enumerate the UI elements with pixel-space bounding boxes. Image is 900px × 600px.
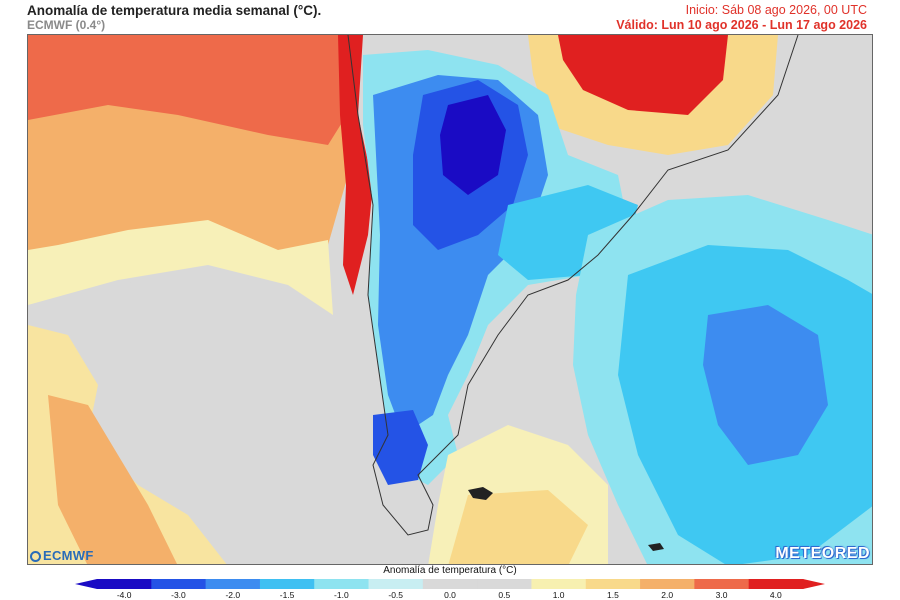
anomaly-map[interactable] <box>27 34 873 565</box>
scale-tick-label: 0.5 <box>498 590 511 600</box>
ecmwf-ring-icon <box>30 551 41 562</box>
scale-tick-label: 1.0 <box>552 590 565 600</box>
valid-period: Válido: Lun 10 ago 2026 - Lun 17 ago 202… <box>616 18 867 32</box>
legend-title: Anomalía de temperatura (°C) <box>383 565 517 576</box>
brazil-warm-core <box>558 35 728 115</box>
south-georgia <box>648 543 664 551</box>
model-label: ECMWF (0.4°) <box>27 18 106 32</box>
ecmwf-logo: ECMWF <box>30 548 94 563</box>
scale-tick-label: 2.0 <box>661 590 674 600</box>
tierra-del-fuego-orange <box>448 490 588 564</box>
scale-tick-label: -2.0 <box>225 590 241 600</box>
map-title: Anomalía de temperatura media semanal (°… <box>27 3 322 18</box>
ecmwf-logo-text: ECMWF <box>43 548 94 563</box>
map-canvas <box>28 35 872 564</box>
south-atlantic-deep <box>703 305 828 465</box>
scale-tick-label: 4.0 <box>769 590 782 600</box>
scale-tick-label: -1.0 <box>334 590 349 600</box>
scale-segment <box>314 579 370 589</box>
scale-arrow-right <box>803 579 825 589</box>
init-time: Inicio: Sáb 08 ago 2026, 00 UTC <box>685 3 867 17</box>
meteored-logo: METEORED <box>775 545 870 562</box>
scale-segment <box>477 579 532 589</box>
argentina-darkest-blue <box>440 95 506 195</box>
chile-coast-warm <box>338 35 373 295</box>
scale-segment <box>205 579 261 589</box>
scale-segment <box>368 579 424 589</box>
scale-segment <box>422 579 478 589</box>
scale-segment <box>748 579 804 589</box>
map-header: Anomalía de temperatura media semanal (°… <box>0 0 900 34</box>
scale-segment <box>694 579 750 589</box>
scale-arrow-left <box>75 579 97 589</box>
scale-tick-label: -3.0 <box>171 590 186 600</box>
falkland-islands <box>468 487 493 500</box>
scale-segment <box>585 579 641 589</box>
scale-tick-label: 3.0 <box>715 590 728 600</box>
scale-segment <box>97 579 152 589</box>
scale-tick-label: 0.0 <box>444 590 456 600</box>
scale-tick-label: -0.5 <box>388 590 404 600</box>
scale-segment <box>259 579 315 589</box>
scale-tick-label: -1.5 <box>279 590 295 600</box>
scale-segment <box>531 579 587 589</box>
scale-tick-label: -4.0 <box>116 590 132 600</box>
color-scale-bar <box>75 579 825 589</box>
scale-segment <box>640 579 695 589</box>
pacific-warm-core <box>28 35 358 145</box>
south-america-outline <box>347 35 799 536</box>
scale-segment <box>151 579 207 589</box>
scale-tick-label: 1.5 <box>607 590 619 600</box>
pacific-yellow-band <box>28 220 333 315</box>
southwest-orange-patch <box>48 395 178 564</box>
